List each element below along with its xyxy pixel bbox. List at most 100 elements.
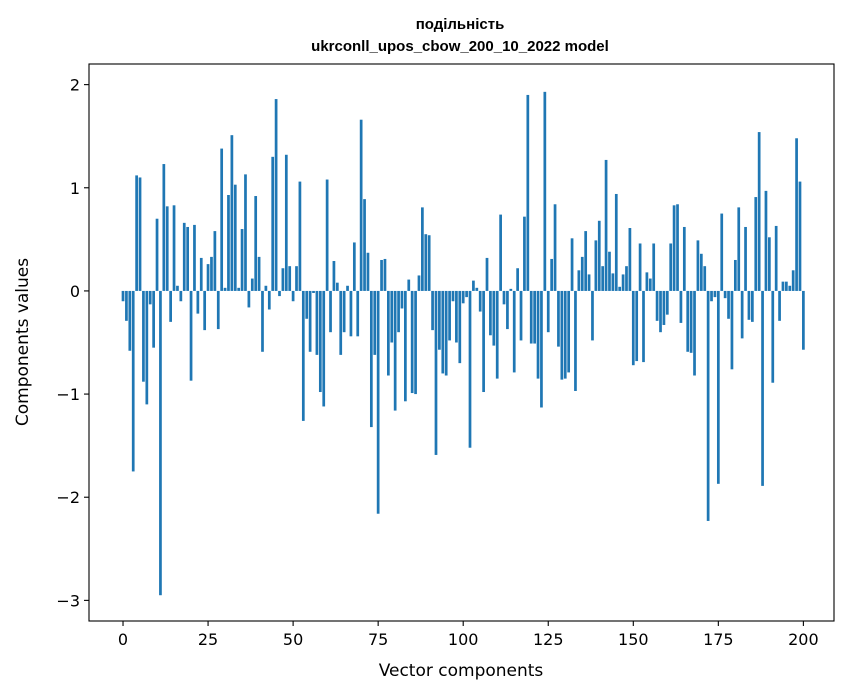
bar-70 — [359, 119, 363, 291]
bar-20 — [189, 290, 193, 381]
bar-76 — [380, 259, 383, 291]
bar-56 — [312, 290, 315, 293]
bar-1 — [125, 290, 128, 321]
bar-13 — [165, 206, 169, 291]
bar-104 — [475, 287, 479, 291]
bar-42 — [264, 285, 268, 291]
bar-24 — [203, 290, 207, 331]
bar-88 — [421, 207, 424, 291]
bars-group — [121, 91, 805, 596]
bar-178 — [727, 290, 730, 319]
bar-143 — [608, 251, 611, 291]
bar-194 — [781, 281, 785, 291]
bar-161 — [669, 243, 673, 291]
bar-100 — [461, 290, 465, 304]
bar-8 — [148, 290, 152, 305]
bar-158 — [659, 290, 662, 333]
bar-176 — [720, 213, 724, 291]
bar-175 — [716, 290, 720, 484]
bar-197 — [791, 270, 795, 291]
bar-59 — [322, 290, 326, 407]
bar-5 — [138, 177, 142, 291]
x-axis-ticks: 0 25 50 75 100 125 150 175 200 — [118, 621, 819, 649]
y-axis-ticks: −3 −2 −1 0 1 2 — [56, 76, 89, 610]
bar-174 — [713, 290, 717, 298]
bar-23 — [199, 257, 203, 291]
bar-162 — [672, 205, 676, 291]
bar-21 — [193, 224, 196, 291]
bar-62 — [332, 261, 336, 291]
bar-190 — [768, 237, 771, 291]
bar-9 — [152, 290, 155, 348]
bar-149 — [628, 228, 632, 291]
bar-43 — [267, 290, 271, 310]
bar-170 — [699, 253, 703, 291]
bar-151 — [635, 290, 639, 362]
bar-101 — [465, 290, 468, 298]
bar-10 — [155, 218, 159, 291]
y-tick-label-4: 1 — [70, 179, 80, 198]
bar-38 — [250, 278, 254, 291]
bar-123 — [540, 290, 543, 408]
x-axis-label: Vector components — [379, 661, 544, 681]
bar-11 — [159, 290, 162, 596]
bar-111 — [499, 214, 502, 291]
bar-50 — [291, 290, 295, 302]
chart-title-line-1: подільність — [416, 16, 505, 33]
bar-61 — [329, 290, 332, 333]
bar-200 — [802, 290, 805, 350]
bar-129 — [560, 290, 564, 380]
bar-195 — [785, 281, 788, 291]
bar-147 — [621, 274, 625, 291]
bar-177 — [723, 290, 727, 299]
bar-163 — [676, 204, 679, 291]
bar-179 — [730, 290, 734, 370]
bar-187 — [757, 132, 761, 291]
bar-32 — [230, 135, 234, 291]
bar-186 — [754, 197, 758, 291]
bar-102 — [468, 290, 472, 448]
bar-83 — [404, 290, 407, 402]
bar-49 — [288, 266, 292, 291]
bar-121 — [533, 290, 536, 344]
bar-144 — [611, 273, 615, 291]
bar-130 — [563, 290, 567, 379]
bar-75 — [376, 290, 380, 514]
bar-156 — [652, 243, 656, 291]
bar-103 — [472, 280, 475, 291]
bar-153 — [642, 290, 645, 363]
bar-116 — [516, 268, 519, 291]
bar-185 — [751, 290, 754, 322]
bar-112 — [502, 290, 506, 305]
bar-181 — [737, 207, 741, 291]
bar-2 — [128, 290, 132, 351]
bar-39 — [254, 196, 258, 291]
bar-90 — [427, 235, 431, 291]
bar-78 — [387, 290, 390, 376]
bar-34 — [237, 287, 241, 291]
bar-139 — [594, 240, 598, 291]
bar-46 — [278, 290, 281, 297]
bar-155 — [648, 278, 652, 291]
bar-3 — [131, 290, 135, 472]
bar-159 — [662, 290, 666, 325]
bar-73 — [369, 290, 373, 428]
bar-4 — [135, 175, 138, 291]
bar-113 — [506, 290, 509, 330]
bar-53 — [301, 290, 305, 421]
bar-74 — [373, 290, 377, 355]
bar-138 — [591, 290, 594, 341]
x-tick-label-0: 0 — [118, 630, 128, 649]
bar-119 — [526, 94, 530, 291]
bar-80 — [393, 290, 397, 411]
bar-77 — [383, 258, 387, 291]
bar-96 — [448, 290, 451, 341]
y-axis-label: Components values — [13, 258, 33, 426]
bar-109 — [492, 290, 496, 346]
bar-95 — [444, 290, 448, 376]
bar-152 — [638, 243, 642, 291]
bar-198 — [795, 138, 798, 291]
bar-199 — [798, 181, 802, 291]
bar-165 — [682, 226, 686, 291]
